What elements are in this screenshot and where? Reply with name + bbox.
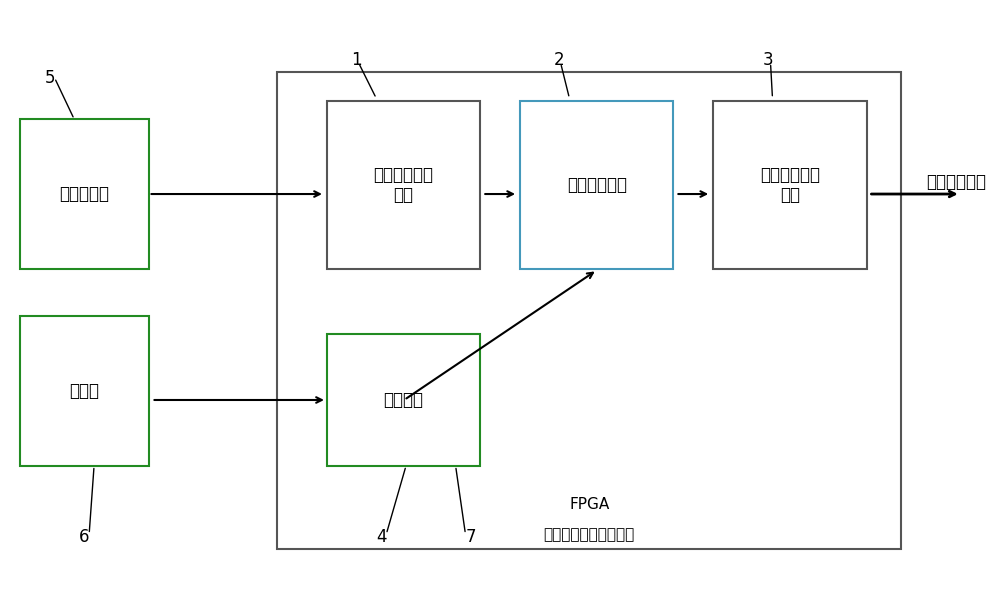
Text: 1: 1 xyxy=(351,51,362,69)
Text: 模数转换控制
模块: 模数转换控制 模块 xyxy=(374,166,434,204)
Text: 2: 2 xyxy=(554,51,565,69)
Text: FPGA: FPGA xyxy=(569,497,609,512)
Text: 现场可编程逻辑门阵列: 现场可编程逻辑门阵列 xyxy=(544,527,635,542)
Text: 同步位流编码
模块: 同步位流编码 模块 xyxy=(760,166,820,204)
Text: 4: 4 xyxy=(376,528,387,546)
FancyBboxPatch shape xyxy=(713,101,867,269)
FancyBboxPatch shape xyxy=(277,72,901,549)
Text: 3: 3 xyxy=(762,51,773,69)
Text: 模数转换器: 模数转换器 xyxy=(59,185,109,203)
Text: 相位补偿模块: 相位补偿模块 xyxy=(567,176,627,194)
FancyBboxPatch shape xyxy=(327,101,480,269)
Text: 6: 6 xyxy=(79,528,89,546)
Text: 上位机: 上位机 xyxy=(69,382,99,400)
FancyBboxPatch shape xyxy=(327,334,480,466)
Text: 通讯模块: 通讯模块 xyxy=(384,391,424,409)
Text: 同步位流输出: 同步位流输出 xyxy=(926,173,986,191)
FancyBboxPatch shape xyxy=(520,101,673,269)
Text: 7: 7 xyxy=(465,528,476,546)
FancyBboxPatch shape xyxy=(20,119,149,269)
FancyBboxPatch shape xyxy=(20,316,149,466)
Text: 5: 5 xyxy=(44,69,55,87)
